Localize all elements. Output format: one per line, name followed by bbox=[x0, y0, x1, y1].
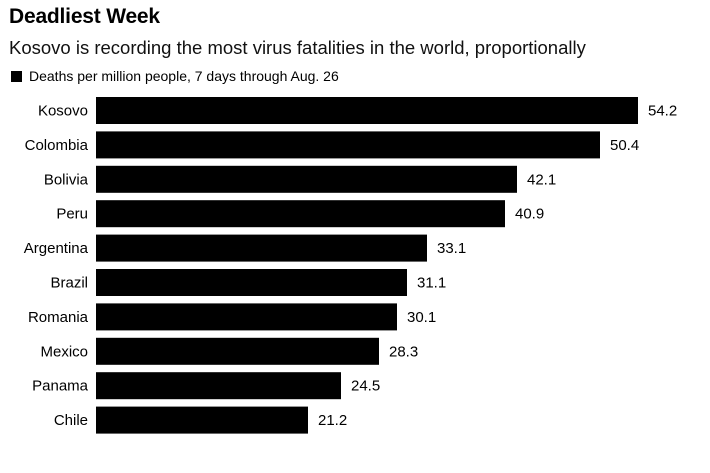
value-label: 40.9 bbox=[515, 206, 544, 223]
bar-colombia bbox=[96, 131, 600, 159]
bar-peru bbox=[96, 200, 505, 228]
chart-subtitle: Kosovo is recording the most virus fatal… bbox=[9, 37, 586, 58]
value-label: 33.1 bbox=[437, 240, 466, 257]
category-label: Bolivia bbox=[44, 171, 89, 188]
chart-title: Deadliest Week bbox=[9, 5, 160, 28]
category-label: Brazil bbox=[50, 275, 88, 292]
category-label: Romania bbox=[28, 309, 89, 326]
bar-panama bbox=[96, 372, 341, 400]
category-label: Argentina bbox=[24, 240, 89, 257]
legend-swatch bbox=[11, 70, 22, 82]
bar-bolivia bbox=[96, 165, 517, 193]
category-label: Colombia bbox=[25, 137, 89, 154]
value-label: 21.2 bbox=[318, 412, 347, 429]
legend-label: Deaths per million people, 7 days throug… bbox=[29, 68, 339, 84]
bar-mexico bbox=[96, 337, 379, 365]
value-label: 31.1 bbox=[417, 275, 446, 292]
bar-chile bbox=[96, 406, 308, 434]
category-label: Chile bbox=[54, 412, 88, 429]
value-label: 28.3 bbox=[389, 343, 418, 360]
value-label: 30.1 bbox=[407, 309, 436, 326]
category-label: Mexico bbox=[40, 343, 88, 360]
bar-kosovo bbox=[96, 97, 638, 124]
value-label: 54.2 bbox=[648, 103, 677, 120]
chart-legend: Deaths per million people, 7 days throug… bbox=[11, 68, 339, 84]
value-label: 50.4 bbox=[610, 137, 639, 154]
category-label: Kosovo bbox=[38, 103, 88, 120]
bar-argentina bbox=[96, 234, 427, 262]
value-label: 24.5 bbox=[351, 378, 380, 395]
category-label: Panama bbox=[32, 378, 89, 395]
bar-brazil bbox=[96, 269, 407, 296]
value-label: 42.1 bbox=[527, 171, 556, 188]
bar-romania bbox=[96, 303, 397, 331]
category-label: Peru bbox=[56, 206, 88, 223]
